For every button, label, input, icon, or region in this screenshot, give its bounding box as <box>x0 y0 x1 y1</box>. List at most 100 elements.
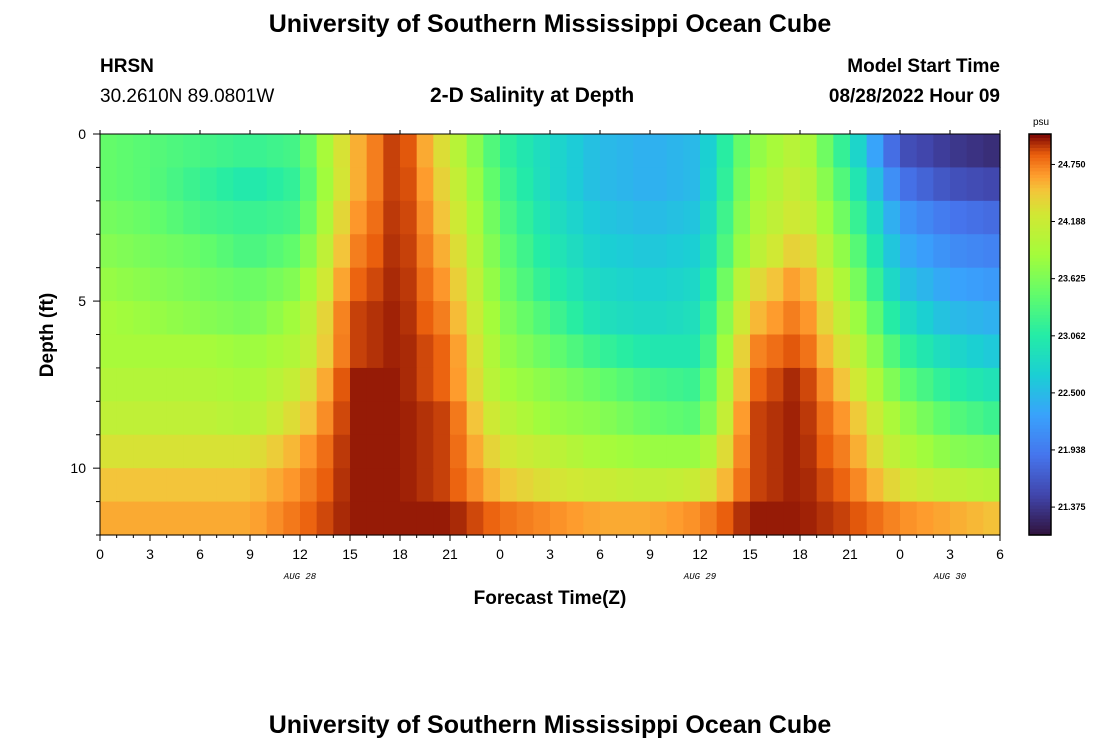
heatmap-cell <box>816 468 834 503</box>
heatmap-cell <box>416 468 434 503</box>
heatmap-cell <box>483 267 501 302</box>
x-tick-label: 21 <box>442 546 458 562</box>
heatmap-cell <box>516 367 534 402</box>
heatmap-cell <box>500 334 518 369</box>
colorbar-swatch <box>1029 331 1051 336</box>
colorbar-swatch <box>1029 224 1051 229</box>
heatmap-cell <box>116 367 134 402</box>
heatmap-cell <box>666 234 684 269</box>
heatmap-cell <box>583 334 601 369</box>
heatmap-cell <box>566 234 584 269</box>
colorbar-swatch <box>1029 147 1051 152</box>
x-tick-label: 0 <box>896 546 904 562</box>
heatmap-cell <box>683 334 701 369</box>
heatmap-cell <box>416 167 434 202</box>
heatmap-cell <box>216 267 234 302</box>
colorbar-swatch <box>1029 508 1051 513</box>
heatmap-cell <box>550 301 568 336</box>
heatmap-cell <box>566 501 584 536</box>
heatmap-cell <box>283 301 301 336</box>
colorbar-swatch <box>1029 217 1051 222</box>
heatmap-cell <box>200 468 218 503</box>
heatmap-cell <box>400 167 418 202</box>
heatmap-cell <box>700 367 718 402</box>
heatmap-cell <box>200 401 218 436</box>
heatmap-cell <box>266 468 284 503</box>
heatmap-cell <box>566 468 584 503</box>
heatmap-cell <box>150 234 168 269</box>
heatmap-cell <box>766 167 784 202</box>
heatmap-cell <box>566 267 584 302</box>
heatmap-cell <box>416 200 434 235</box>
heatmap-cell <box>416 334 434 369</box>
heatmap-cell <box>233 468 251 503</box>
heatmap-cell <box>483 301 501 336</box>
heatmap-cell <box>583 434 601 469</box>
heatmap-cell <box>300 134 318 169</box>
heatmap-cell <box>166 167 184 202</box>
x-tick-label: 15 <box>742 546 758 562</box>
colorbar-swatch <box>1029 498 1051 503</box>
heatmap-cell <box>200 200 218 235</box>
heatmap-cell <box>416 501 434 536</box>
heatmap-cell <box>466 401 484 436</box>
heatmap-cell <box>700 401 718 436</box>
heatmap-cell <box>516 434 534 469</box>
heatmap-cell <box>650 367 668 402</box>
heatmap-cell <box>333 267 351 302</box>
heatmap-cell <box>100 401 118 436</box>
heatmap-cell <box>183 367 201 402</box>
heatmap-cell <box>616 267 634 302</box>
colorbar-swatch <box>1029 351 1051 356</box>
heatmap-cell <box>533 334 551 369</box>
heatmap-cell <box>450 167 468 202</box>
heatmap-cell <box>500 234 518 269</box>
heatmap-cell <box>183 301 201 336</box>
colorbar-swatch <box>1029 210 1051 215</box>
heatmap-cell <box>800 434 818 469</box>
heatmap-cell <box>266 401 284 436</box>
heatmap-cell <box>783 234 801 269</box>
heatmap-cell <box>200 301 218 336</box>
heatmap-cell <box>483 468 501 503</box>
heatmap-cell <box>716 334 734 369</box>
heatmap-cell <box>966 267 984 302</box>
heatmap-cell <box>750 367 768 402</box>
y-axis-title: Depth (ft) <box>37 293 58 377</box>
colorbar-swatch <box>1029 451 1051 456</box>
heatmap-cell <box>583 301 601 336</box>
heatmap-cell <box>983 167 1001 202</box>
heatmap-cell <box>816 501 834 536</box>
heatmap-cell <box>933 468 951 503</box>
heatmap-cell <box>850 401 868 436</box>
heatmap-cell <box>500 468 518 503</box>
colorbar-swatch <box>1029 180 1051 185</box>
heatmap-cell <box>250 468 268 503</box>
heatmap-cell <box>166 468 184 503</box>
heatmap-cell <box>650 134 668 169</box>
heatmap-cell <box>166 401 184 436</box>
heatmap-cell <box>383 468 401 503</box>
heatmap-cell <box>100 501 118 536</box>
heatmap-cells <box>100 134 1001 536</box>
colorbar-swatch <box>1029 391 1051 396</box>
heatmap-cell <box>383 234 401 269</box>
colorbar-swatch <box>1029 284 1051 289</box>
heatmap-cell <box>116 468 134 503</box>
heatmap-cell <box>950 134 968 169</box>
heatmap-cell <box>400 200 418 235</box>
heatmap-cell <box>350 501 368 536</box>
heatmap-cell <box>716 134 734 169</box>
colorbar-swatch <box>1029 528 1051 533</box>
heatmap-cell <box>250 301 268 336</box>
heatmap-cell <box>800 401 818 436</box>
colorbar-swatch <box>1029 164 1051 169</box>
heatmap-cell <box>633 267 651 302</box>
heatmap-cell <box>233 401 251 436</box>
heatmap-cell <box>600 434 618 469</box>
heatmap-cell <box>900 134 918 169</box>
x-tick-label: 12 <box>692 546 708 562</box>
heatmap-cell <box>400 334 418 369</box>
heatmap-cell <box>150 200 168 235</box>
heatmap-cell <box>833 434 851 469</box>
